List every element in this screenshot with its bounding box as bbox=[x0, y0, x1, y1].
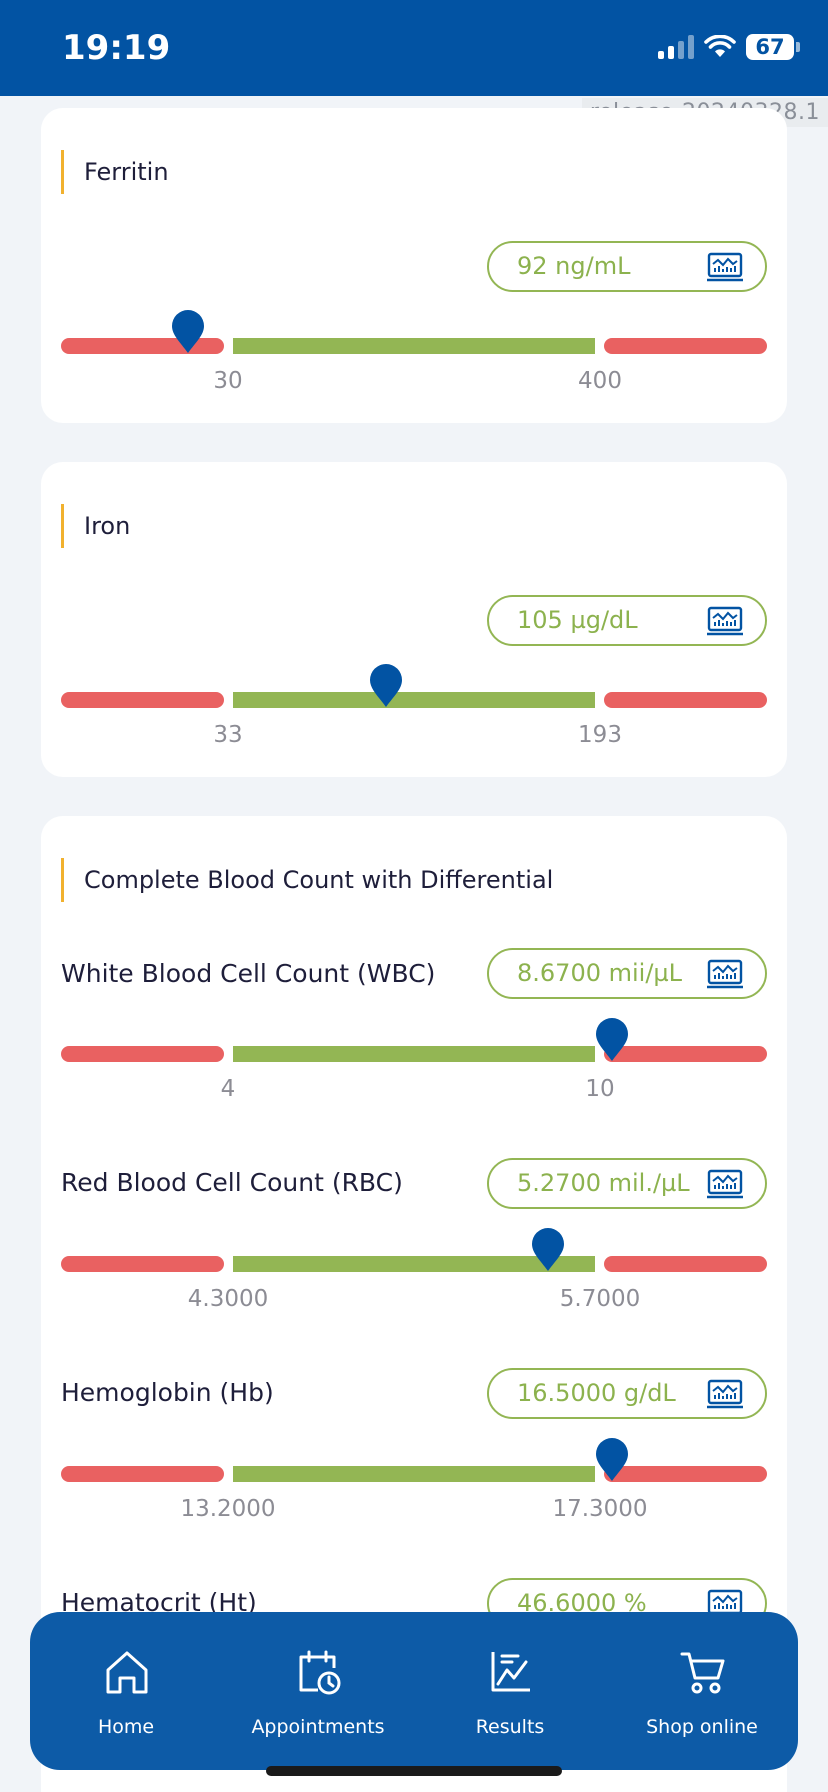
range-bar: 30 400 bbox=[61, 310, 767, 394]
chart-history-icon[interactable] bbox=[707, 606, 743, 636]
range-high-label: 400 bbox=[578, 368, 622, 394]
result-value: 16.5000 g/dL bbox=[517, 1379, 676, 1407]
battery-icon: 67 bbox=[746, 34, 800, 60]
nav-item-home[interactable]: Home bbox=[30, 1612, 222, 1770]
range-high-segment bbox=[604, 1046, 767, 1062]
cart-icon bbox=[680, 1652, 725, 1694]
range-low-label: 33 bbox=[213, 722, 243, 748]
range-high-segment bbox=[604, 692, 767, 708]
value-marker-icon bbox=[369, 664, 402, 707]
range-high-label: 10 bbox=[585, 1076, 615, 1102]
result-value: 5.2700 mil./µL bbox=[517, 1169, 690, 1197]
chart-history-icon[interactable] bbox=[707, 1379, 743, 1409]
test-name: Red Blood Cell Count (RBC) bbox=[61, 1168, 403, 1197]
range-low-segment bbox=[61, 1466, 224, 1482]
range-bar: 33 193 bbox=[61, 664, 767, 748]
result-value: 105 µg/dL bbox=[517, 606, 638, 634]
nav-item-appointments[interactable]: Appointments bbox=[222, 1612, 414, 1770]
range-low-label: 4.3000 bbox=[187, 1286, 269, 1312]
range-high-label: 193 bbox=[578, 722, 622, 748]
result-value: 92 ng/mL bbox=[517, 252, 631, 280]
range-high-segment bbox=[604, 1466, 767, 1482]
value-marker-icon bbox=[595, 1438, 628, 1481]
value-pill[interactable]: 105 µg/dL bbox=[487, 595, 767, 646]
range-normal-segment bbox=[233, 1256, 595, 1272]
range-low-label: 13.2000 bbox=[180, 1496, 276, 1522]
value-marker-icon bbox=[172, 310, 205, 353]
status-bar: 19:19 67 bbox=[0, 0, 828, 96]
status-time: 19:19 bbox=[62, 28, 171, 68]
range-low-segment bbox=[61, 692, 224, 708]
home-icon bbox=[106, 1651, 148, 1694]
range-low-label: 30 bbox=[213, 368, 243, 394]
range-high-label: 17.3000 bbox=[552, 1496, 648, 1522]
results-chart-icon bbox=[491, 1652, 530, 1692]
card-title: Complete Blood Count with Differential bbox=[61, 858, 553, 902]
value-pill[interactable]: 16.5000 g/dL bbox=[487, 1368, 767, 1419]
bottom-nav: Home Appointments Results Shop online bbox=[30, 1612, 798, 1770]
range-high-segment bbox=[604, 1256, 767, 1272]
home-indicator[interactable] bbox=[266, 1766, 562, 1776]
card-title: Ferritin bbox=[61, 150, 169, 194]
calendar-clock-icon bbox=[299, 1650, 341, 1695]
range-normal-segment bbox=[233, 1046, 595, 1062]
test-name: Hemoglobin (Hb) bbox=[61, 1378, 274, 1407]
range-low-segment bbox=[61, 1046, 224, 1062]
range-normal-segment bbox=[233, 338, 595, 354]
chart-history-icon[interactable] bbox=[707, 959, 743, 989]
range-high-segment bbox=[604, 338, 767, 354]
nav-label: Results bbox=[475, 1716, 545, 1738]
result-card-ferritin: Ferritin 92 ng/mL 30 400 bbox=[41, 108, 787, 423]
value-pill[interactable]: 8.6700 mii/µL bbox=[487, 948, 767, 999]
chart-history-icon[interactable] bbox=[707, 1169, 743, 1199]
range-low-segment bbox=[61, 1256, 224, 1272]
nav-label: Home bbox=[97, 1716, 155, 1738]
value-pill[interactable]: 92 ng/mL bbox=[487, 241, 767, 292]
range-normal-segment bbox=[233, 1466, 595, 1482]
chart-history-icon[interactable] bbox=[707, 252, 743, 282]
range-bar: 13.2000 17.3000 bbox=[61, 1438, 767, 1522]
nav-item-shop[interactable]: Shop online bbox=[606, 1612, 798, 1770]
range-bar: 4.3000 5.7000 bbox=[61, 1228, 767, 1312]
range-bar: 4 10 bbox=[61, 1018, 767, 1102]
wifi-icon bbox=[704, 35, 736, 57]
nav-label: Shop online bbox=[646, 1716, 758, 1738]
result-value: 8.6700 mii/µL bbox=[517, 959, 683, 987]
value-pill[interactable]: 5.2700 mil./µL bbox=[487, 1158, 767, 1209]
range-low-label: 4 bbox=[220, 1076, 236, 1102]
card-title: Iron bbox=[61, 504, 130, 548]
status-icons: 67 bbox=[658, 34, 800, 60]
value-marker-icon bbox=[532, 1228, 565, 1271]
result-card-iron: Iron 105 µg/dL 33 193 bbox=[41, 462, 787, 777]
range-high-label: 5.7000 bbox=[559, 1286, 641, 1312]
range-normal-segment bbox=[233, 692, 595, 708]
value-marker-icon bbox=[595, 1018, 628, 1061]
nav-item-results[interactable]: Results bbox=[414, 1612, 606, 1770]
cellular-signal-icon bbox=[658, 35, 694, 59]
nav-label: Appointments bbox=[251, 1716, 385, 1738]
test-name: White Blood Cell Count (WBC) bbox=[61, 959, 436, 988]
